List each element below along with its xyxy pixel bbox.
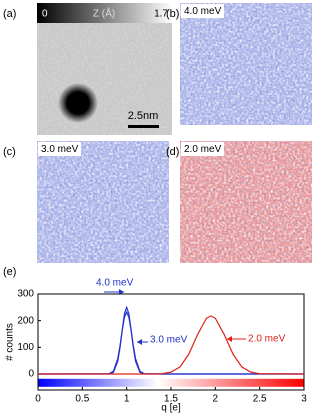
scale-bar [128, 125, 159, 128]
energy-box [181, 4, 224, 18]
panel-label: (e) [3, 266, 16, 278]
plot: (e) 0 100 200 300 0 0.5 1 1.5 2 2.5 3 q [e] # counts 4… [3, 266, 307, 414]
maps: (b) 4.0 meV (c) 3.0 meV (d) 2.0 meV [3, 3, 312, 263]
panel-label: (c) [3, 146, 16, 158]
panel-label: (a) [3, 8, 16, 20]
arrow-head [119, 289, 124, 295]
energy-box [38, 142, 81, 156]
y-tick-label: 200 [17, 315, 34, 326]
x-tick-label: 2.5 [253, 394, 267, 405]
panel-label: (b) [166, 8, 179, 20]
x-tick-label: 1 [124, 394, 130, 405]
y-axis-label: # counts [5, 323, 16, 361]
colorbar-max: 1.7 [154, 9, 168, 20]
scale-bar-label: 2.5nm [128, 110, 159, 122]
y-tick-label: 300 [17, 289, 34, 300]
arrow-head [137, 339, 142, 345]
x-tick-label: 0 [35, 394, 41, 405]
curve-label: 3.0 meV [150, 335, 188, 346]
curve-label: 4.0 meV [96, 278, 134, 289]
energy-label: 3.0 meV [41, 144, 79, 155]
map-noise-dark [37, 141, 169, 263]
x-tick-label: 1.5 [164, 394, 178, 405]
adatom [58, 83, 98, 123]
panel-label: (d) [166, 146, 179, 158]
y-tick-label: 0 [28, 369, 34, 380]
colorbar-min: 0 [42, 9, 48, 20]
x-axis-label: q [e] [161, 403, 181, 414]
map-noise-dark [180, 3, 312, 125]
series-line [38, 315, 305, 375]
x-tick-label: 3 [301, 394, 307, 405]
z-colorbar [37, 3, 172, 23]
energy-label: 2.0 meV [184, 144, 222, 155]
x-tick-label: 2 [213, 394, 219, 405]
charge-colorbar [38, 378, 304, 387]
energy-box [181, 142, 224, 156]
map-noise-dark [180, 141, 312, 263]
energy-label: 4.0 meV [184, 6, 222, 17]
colorbar-label: Z (Å) [93, 7, 115, 20]
y-tick-label: 100 [17, 342, 34, 353]
curve-label: 2.0 meV [248, 334, 286, 345]
x-tick-label: 0.5 [75, 394, 89, 405]
arrow-head [227, 336, 232, 342]
topography-texture [37, 3, 172, 135]
